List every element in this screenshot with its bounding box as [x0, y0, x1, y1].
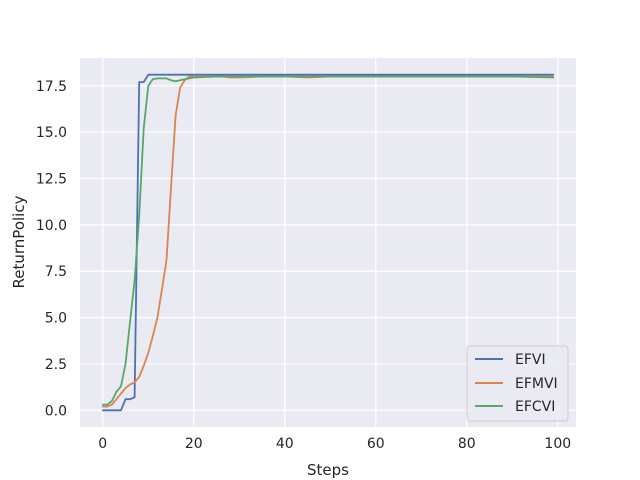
y-tick-label: 2.5	[45, 357, 67, 373]
x-tick-label: 20	[185, 436, 203, 452]
y-tick-label: 0.0	[45, 403, 67, 419]
y-tick-label: 10.0	[36, 218, 67, 234]
y-tick-labels: 0.0 2.5 5.0 7.5 10.0 12.5 15.0 17.5	[36, 79, 67, 419]
x-tick-label: 80	[458, 436, 476, 452]
x-tick-label: 60	[367, 436, 385, 452]
y-tick-label: 7.5	[45, 264, 67, 280]
x-tick-label: 0	[98, 436, 107, 452]
legend: EFVI EFMVI EFCVI	[466, 345, 569, 422]
series-line-efcvi	[101, 75, 555, 406]
grid	[80, 58, 576, 427]
x-tick-label: 100	[544, 436, 571, 452]
legend-label-efmvi: EFMVI	[515, 376, 558, 392]
legend-label-efcvi: EFCVI	[515, 399, 555, 415]
x-tick-labels: 0 20 40 60 80 100	[98, 436, 571, 452]
y-axis-label: ReturnPolicy	[10, 195, 28, 288]
y-tick-label: 15.0	[36, 125, 67, 141]
series-line-efvi	[101, 73, 555, 412]
y-tick-label: 12.5	[36, 172, 67, 188]
x-tick-label: 40	[276, 436, 294, 452]
series-lines	[101, 73, 555, 412]
y-tick-label: 17.5	[36, 79, 67, 95]
y-tick-label: 5.0	[45, 311, 67, 327]
x-axis-label: Steps	[307, 461, 349, 479]
legend-box	[466, 345, 569, 422]
legend-label-efvi: EFVI	[515, 352, 546, 368]
